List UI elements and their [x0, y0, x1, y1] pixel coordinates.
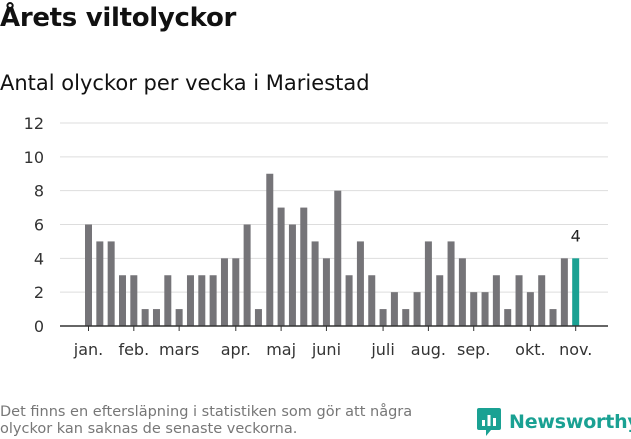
y-axis-ticks: 0 2 4 6 8 10 12 [24, 114, 44, 336]
bar [198, 275, 206, 326]
bar [572, 258, 580, 326]
x-tick-label: juni [311, 340, 341, 359]
x-tick-label: mars [159, 340, 199, 359]
bar [107, 241, 115, 326]
bar [390, 292, 398, 326]
x-tick-label: okt. [515, 340, 545, 359]
footnote: Det finns en eftersläpning i statistiken… [0, 404, 460, 438]
bar [526, 292, 534, 326]
bar [368, 275, 376, 326]
bar [232, 258, 240, 326]
bar [243, 224, 251, 326]
bar [209, 275, 217, 326]
bar [220, 258, 228, 326]
bar [538, 275, 546, 326]
bar [311, 241, 319, 326]
bar [288, 224, 296, 326]
y-tick-label: 2 [34, 283, 44, 302]
y-tick-label: 8 [34, 182, 44, 201]
x-axis-ticks: jan. feb. mars apr. maj juni juli aug. sep. okt. n… [73, 326, 592, 359]
bar [186, 275, 194, 326]
y-tick-label: 6 [34, 216, 44, 235]
x-tick-label: aug. [411, 340, 446, 359]
brand-name: Newsworthy [509, 411, 631, 433]
bar [379, 309, 387, 326]
bar [492, 275, 500, 326]
bar [413, 292, 421, 326]
bar [515, 275, 523, 326]
bar-chart: 0 2 4 6 8 10 12 jan. feb. mars apr. maj juni juli aug… [24, 114, 608, 359]
bar [334, 190, 342, 326]
bar [266, 173, 274, 326]
bar [458, 258, 466, 326]
bar [560, 258, 568, 326]
bar [447, 241, 455, 326]
annotations: 4 [571, 226, 581, 245]
bar [322, 258, 330, 326]
bar [277, 207, 285, 326]
bar [141, 309, 149, 326]
bar [175, 309, 183, 326]
bar [356, 241, 364, 326]
bars [85, 173, 580, 326]
bar [254, 309, 262, 326]
newsworthy-brand[interactable]: Newsworthy [476, 407, 631, 437]
bar [436, 275, 444, 326]
bar [402, 309, 410, 326]
newsworthy-logo-icon [477, 408, 501, 436]
bar [345, 275, 353, 326]
bar [152, 309, 160, 326]
x-tick-label: sep. [457, 340, 490, 359]
x-tick-label: nov. [559, 340, 592, 359]
y-tick-label: 4 [34, 249, 44, 268]
x-tick-label: juli [370, 340, 394, 359]
x-tick-label: apr. [221, 340, 251, 359]
bar [300, 207, 308, 326]
y-tick-label: 10 [24, 148, 44, 167]
bar [118, 275, 126, 326]
data-label: 4 [571, 226, 581, 245]
bar [549, 309, 557, 326]
gridlines [60, 122, 608, 293]
bar [85, 224, 92, 326]
bar [164, 275, 172, 326]
bar [504, 309, 512, 326]
x-tick-label: maj [266, 340, 296, 359]
bar [130, 275, 138, 326]
y-tick-label: 12 [24, 114, 44, 133]
y-tick-label: 0 [34, 317, 44, 336]
chart-title: Årets viltolyckor [0, 3, 237, 33]
bar [96, 241, 104, 326]
footnote-line-2: olyckor kan saknas de senaste veckorna. [0, 421, 298, 437]
bar [424, 241, 432, 326]
bar [470, 292, 478, 326]
footnote-line-1: Det finns en eftersläpning i statistiken… [0, 404, 413, 420]
x-tick-label: feb. [118, 340, 149, 359]
bar [481, 292, 489, 326]
chart-subtitle: Antal olyckor per vecka i Mariestad [0, 71, 370, 95]
x-tick-label: jan. [73, 340, 103, 359]
